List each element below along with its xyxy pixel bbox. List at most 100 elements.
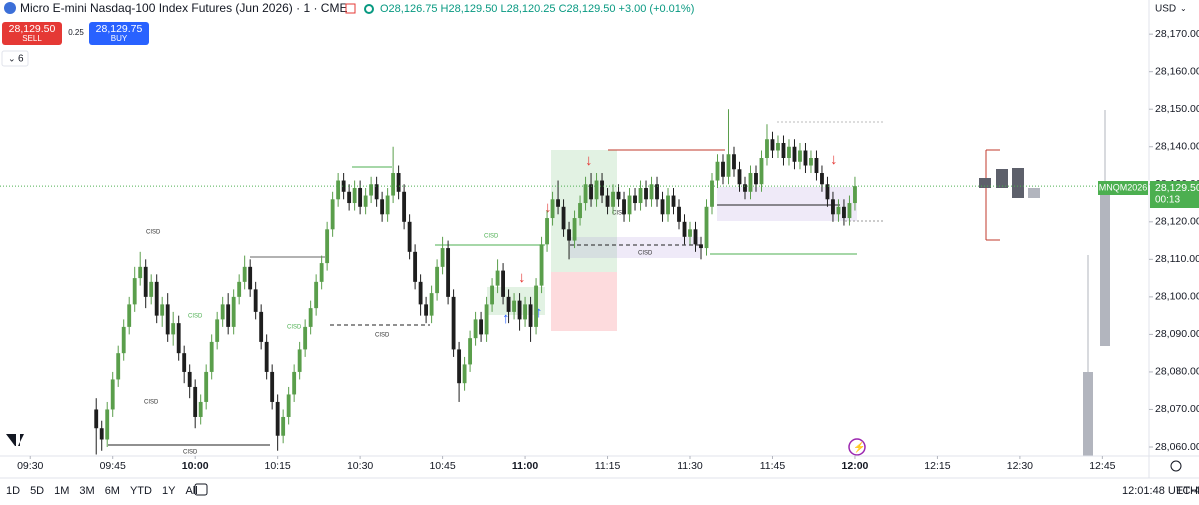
candle-body [275, 401, 280, 436]
session[interactable]: ETH [1176, 485, 1198, 497]
x-tick-label: 12:15 [924, 460, 950, 472]
alert-icon[interactable] [848, 438, 866, 456]
tv-logo [6, 434, 24, 446]
y-tick-label: 28,120.00 [1155, 216, 1199, 228]
flag-button[interactable] [345, 3, 356, 14]
candle-body [732, 154, 736, 170]
candle-body [391, 173, 396, 196]
x-tick-label: 11:30 [677, 460, 703, 472]
date-range-icon[interactable] [194, 483, 208, 496]
sell-price[interactable]: 28,129.50 [9, 23, 56, 35]
marks [0, 109, 1148, 455]
candle-body [633, 195, 637, 204]
candle-body [160, 304, 165, 316]
range-button[interactable]: 1D [6, 485, 20, 497]
candle-body [825, 184, 830, 200]
stop-zone [551, 272, 617, 331]
last-price-label: 28,129.50 [1155, 182, 1199, 194]
candle-body [710, 180, 714, 207]
candle-body [121, 326, 126, 354]
candle-body [776, 142, 780, 151]
x-tick-label: 11:00 [512, 460, 538, 472]
candle-body [484, 304, 489, 335]
range-box [717, 187, 857, 221]
indicator-count[interactable]: 6 [18, 54, 24, 65]
annotation: CISD [188, 314, 203, 320]
candle-body [836, 206, 841, 215]
annotation: CISD [144, 400, 159, 406]
annotation: CISD [146, 230, 161, 236]
candle-body [501, 270, 505, 297]
candle-body [545, 218, 549, 245]
ohlc: O28,126.75 H28,129.50 L28,120.25 C28,129… [380, 3, 694, 15]
candle-body [490, 285, 495, 305]
currency[interactable]: USD [1155, 4, 1176, 15]
annotation: CISD [638, 251, 653, 257]
candle-body [737, 169, 742, 185]
candle-body [699, 244, 703, 249]
range-button[interactable]: 5D [30, 485, 44, 497]
x-tick-label: 12:30 [1007, 460, 1033, 472]
candle-body [649, 184, 654, 200]
annotation: CISD [287, 325, 302, 331]
range-button[interactable]: 1M [54, 485, 69, 497]
candle-body [803, 150, 808, 166]
candle-body [259, 311, 264, 342]
candle-body [237, 281, 242, 297]
candle-body [264, 341, 269, 372]
candle-body [171, 323, 176, 335]
sell-button[interactable] [2, 22, 62, 45]
candle-body [363, 195, 368, 207]
range-button[interactable]: 1Y [162, 485, 176, 497]
candle-body [682, 221, 687, 237]
candle-body [215, 319, 220, 342]
candle-body [644, 188, 648, 200]
indicator-toggle[interactable] [1, 50, 29, 67]
annotation: CISD [183, 450, 198, 456]
candle-body [726, 154, 731, 177]
y-tick-label: 28,160.00 [1155, 65, 1199, 77]
symbol-title[interactable]: Micro E-mini Nasdaq-100 Index Futures (J… [20, 1, 347, 15]
candle-body [435, 266, 440, 294]
sell-arrow: ↓ [518, 269, 526, 286]
candle-body [204, 371, 209, 402]
candle-body [759, 158, 764, 185]
buy-price[interactable]: 28,129.75 [96, 23, 143, 35]
candle-body [270, 371, 275, 402]
range-button[interactable]: 3M [79, 485, 94, 497]
candle-body [176, 323, 181, 354]
settings-icon[interactable] [1170, 460, 1182, 472]
candle-body [627, 195, 632, 215]
spread: 0.25 [68, 28, 84, 37]
sell-label[interactable]: SELL [22, 34, 42, 43]
candle-body [534, 285, 538, 327]
range-button[interactable]: 6M [105, 485, 120, 497]
clock[interactable]: 12:01:48 UTC-4 [1122, 485, 1199, 497]
indicator-caret[interactable]: ⌄ [8, 53, 16, 63]
candle-body [418, 281, 423, 305]
candle-body [253, 289, 258, 312]
candle-body [528, 304, 533, 327]
candle-body [424, 304, 429, 316]
candle-body [314, 281, 319, 309]
candle-body [325, 229, 330, 264]
buy-label[interactable]: BUY [111, 34, 128, 43]
candle-body [611, 191, 615, 207]
candle-body [330, 199, 335, 230]
buy-button[interactable] [89, 22, 149, 45]
htf-candle [1028, 188, 1040, 198]
x-tick-label: 10:15 [265, 460, 291, 472]
candle-body [292, 371, 297, 395]
candle-body [116, 353, 121, 380]
countdown: 00:13 [1155, 195, 1180, 206]
candle-body [715, 161, 720, 181]
range-bar: 1D 5D 1M 3M 6M YTD 1Y All [6, 485, 198, 497]
x-tick-label: 09:45 [100, 460, 126, 472]
alert-icon[interactable]: ⚡ [853, 441, 865, 454]
range-button[interactable]: YTD [130, 485, 152, 497]
currency-caret[interactable]: ⌄ [1180, 4, 1187, 13]
buy-arrow: ↑ [502, 310, 510, 327]
range-box [570, 237, 700, 258]
y-tick-label: 28,100.00 [1155, 291, 1199, 303]
